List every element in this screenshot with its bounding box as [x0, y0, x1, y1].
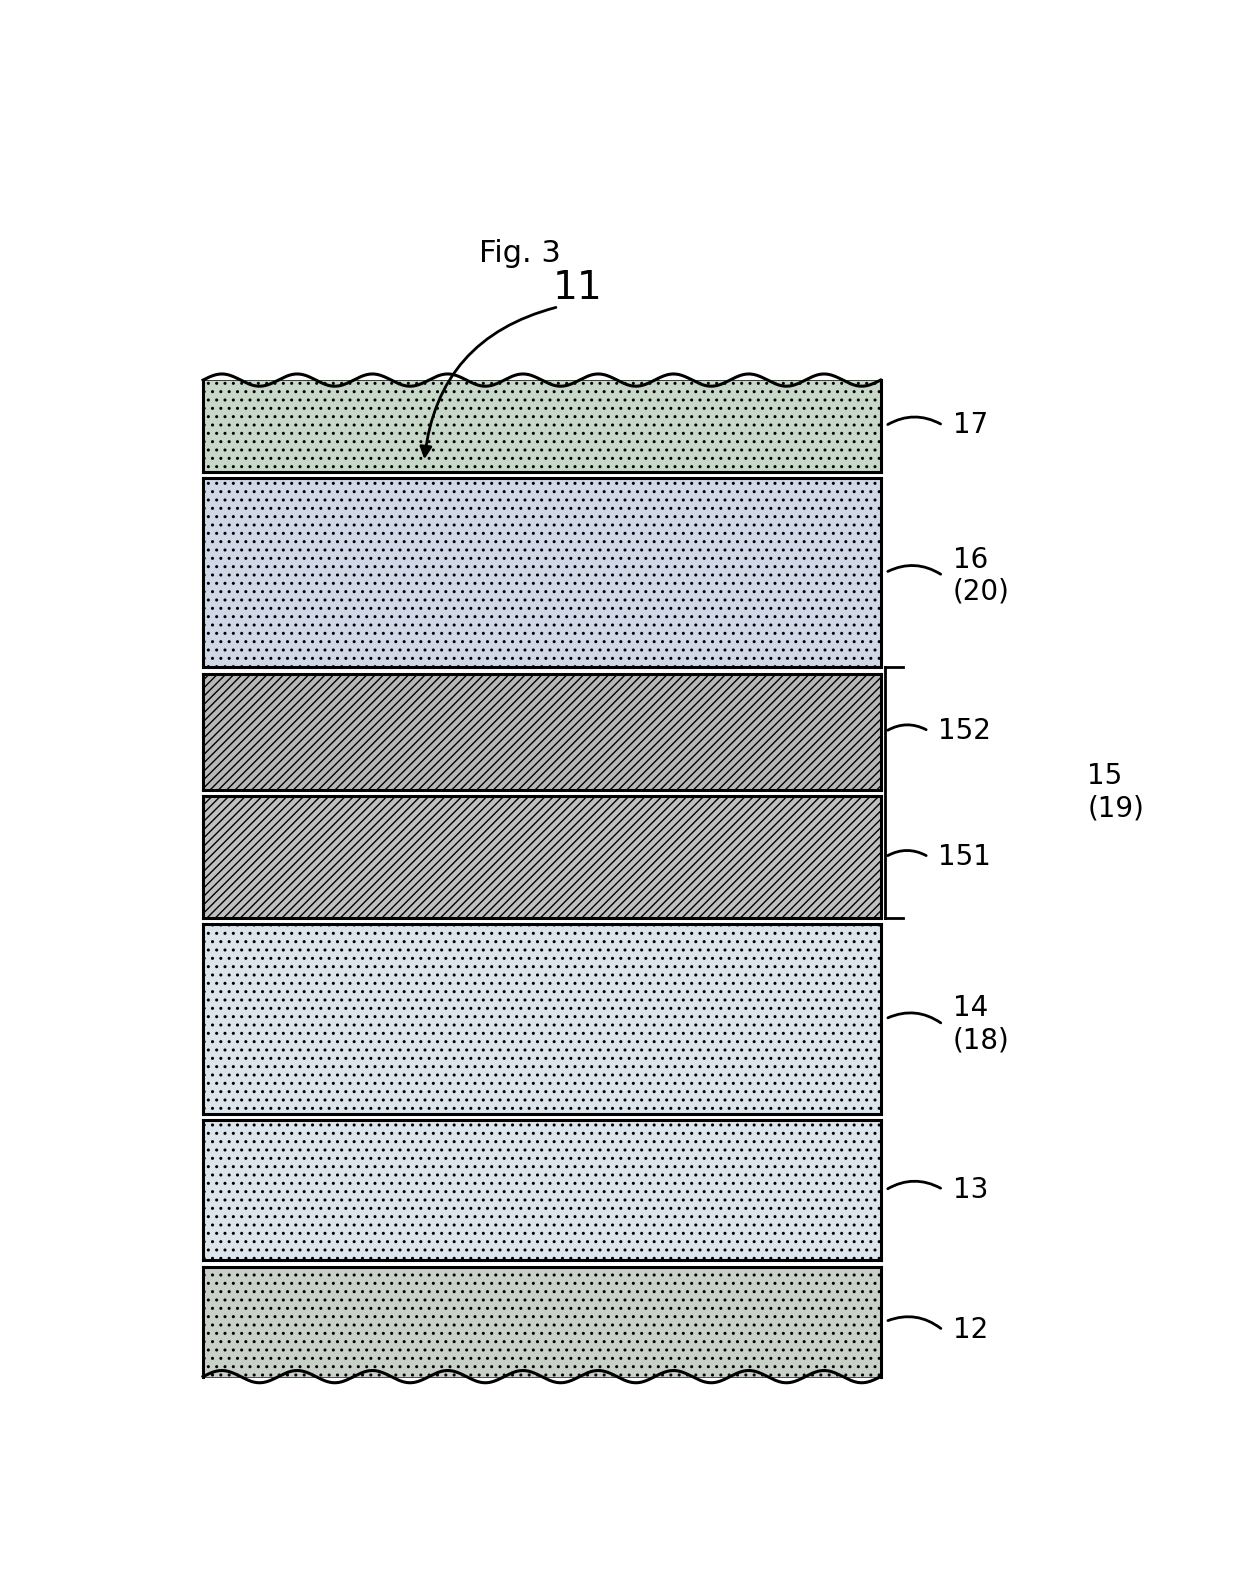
Text: 16
(20): 16 (20): [952, 546, 1009, 607]
Bar: [203, 1267, 880, 1377]
Bar: [203, 1267, 880, 1377]
Text: 11: 11: [553, 270, 603, 308]
Bar: [203, 380, 880, 472]
Bar: [203, 478, 880, 667]
Bar: [203, 924, 880, 1113]
Text: 15
(19): 15 (19): [1087, 762, 1145, 823]
Text: 152: 152: [939, 718, 991, 745]
Bar: [203, 1120, 880, 1261]
Text: Fig. 3: Fig. 3: [479, 240, 562, 268]
Bar: [203, 478, 880, 667]
Text: 12: 12: [952, 1316, 988, 1343]
Text: 14
(18): 14 (18): [952, 994, 1009, 1054]
Bar: [203, 673, 880, 789]
Bar: [203, 796, 880, 918]
Bar: [203, 796, 880, 918]
Bar: [203, 924, 880, 1113]
Text: 151: 151: [939, 843, 991, 870]
Text: 13: 13: [952, 1175, 988, 1204]
Bar: [203, 380, 880, 472]
Bar: [203, 1120, 880, 1261]
Text: 17: 17: [952, 411, 988, 440]
Bar: [203, 673, 880, 789]
